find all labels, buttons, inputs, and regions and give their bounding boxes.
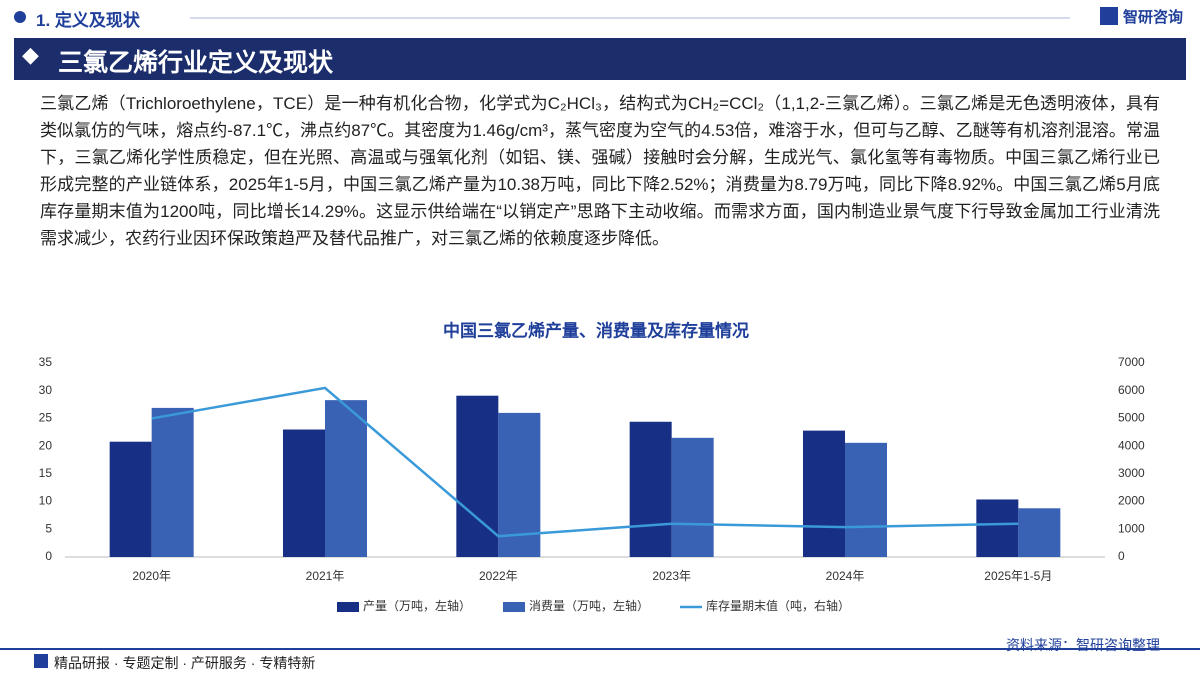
legend-key [337,602,359,612]
x-tick-label: 2020年 [132,569,171,583]
bar [283,429,325,557]
line [151,386,1019,538]
bar [671,437,714,557]
y2-tick-label: 7000 [1118,355,1145,369]
bar [803,430,845,557]
x-tick-label: 2025年1-5月 [984,569,1052,583]
legend-label: 产量（万吨，左轴） [363,598,471,613]
y2-tick-label: 6000 [1118,383,1145,397]
bar [151,407,194,557]
footer-icon [34,654,48,668]
bar [325,400,367,557]
y-tick-label: 35 [39,355,53,369]
y-tick-label: 5 [45,521,52,535]
x-tick-label: 2021年 [306,569,345,583]
title: 三氯乙烯行业定义及现状 [58,49,334,77]
chart: 中国三氯乙烯产量、消费量及库存量情况 0 5 10 15 20 25 30 35 0 1000 20… [39,320,1145,613]
x-tick-label: 2022年 [479,569,518,583]
x-tick-label: 2023年 [652,569,691,583]
bar [1018,508,1061,557]
title-bar [14,38,1186,80]
y2-tick-label: 0 [1118,549,1125,563]
y2-tick-label: 3000 [1118,466,1145,480]
y-tick-label: 25 [39,411,53,425]
logo: 智研咨询 [1123,9,1184,26]
bar [629,421,672,557]
rule [190,17,1070,19]
bar [976,499,1019,557]
bar [109,441,152,557]
y-tick-label: 10 [39,494,53,508]
bar [845,442,887,557]
x-tick-label: 2024年 [826,569,865,583]
y-tick-label: 15 [39,466,53,480]
footer-services: 精品研报 · 专题定制 · 产研服务 · 专精特新 [54,655,316,671]
y-tick-label: 30 [39,383,53,397]
y-tick-label: 20 [39,438,53,452]
source: 资料来源：智研咨询整理 [1006,637,1160,653]
bar [456,395,499,557]
y2-tick-label: 4000 [1118,438,1145,452]
legend-label: 库存量期末值（吨，右轴） [706,598,850,613]
y2-tick-label: 2000 [1118,494,1145,508]
y-tick-label: 0 [45,549,52,563]
bullet [14,11,26,23]
legend-label: 消费量（万吨，左轴） [529,598,649,613]
footer-rule [0,648,1200,650]
chart-title: 中国三氯乙烯产量、消费量及库存量情况 [443,320,749,340]
paragraph: 三氯乙烯（Trichloroethylene，TCE）是一种有机化合物，化学式为… [40,94,1160,248]
title-icon: ◆ [22,42,39,67]
section-title: 1. 定义及现状 [36,11,140,30]
logo-icon [1100,7,1118,25]
y2-tick-label: 5000 [1118,411,1145,425]
legend-key [503,602,525,612]
y2-tick-label: 1000 [1118,521,1145,535]
